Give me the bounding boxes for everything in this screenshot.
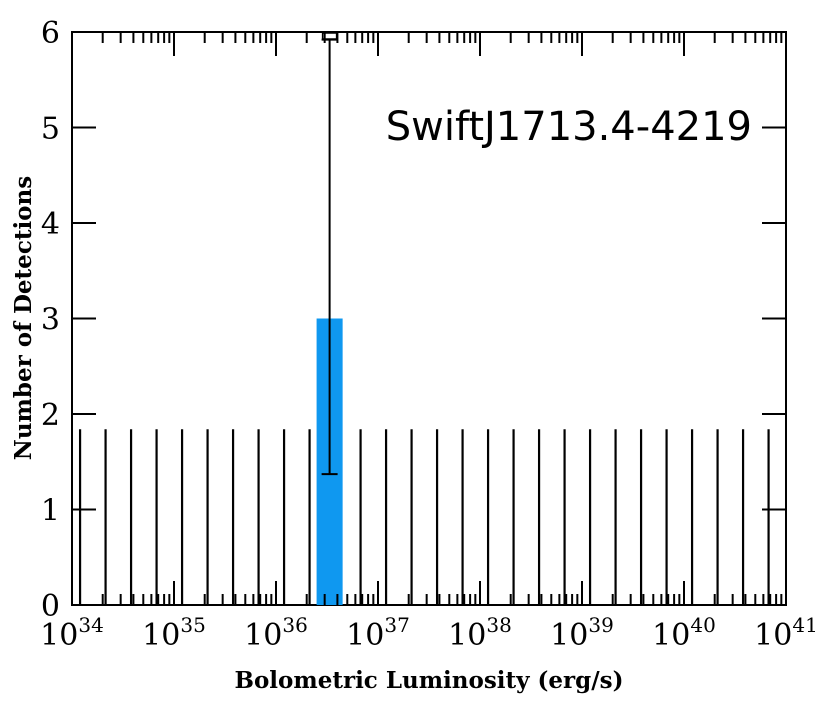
x-tick-label-exponent: 35 — [180, 613, 205, 637]
y-tick-label: 4 — [41, 207, 60, 242]
x-tick-label-base: 10 — [550, 618, 588, 653]
x-tick-label: 1036 — [244, 613, 308, 653]
x-tick-label-base: 10 — [346, 618, 384, 653]
y-axis-title: Number of Detections — [10, 176, 37, 460]
x-tick-label-base: 10 — [244, 618, 282, 653]
y-tick-label: 3 — [41, 303, 60, 338]
source-name-annotation: SwiftJ1713.4-4219 — [386, 104, 752, 150]
x-tick-label: 1037 — [346, 613, 410, 653]
y-tick-label: 6 — [41, 16, 60, 51]
x-tick-label-exponent: 36 — [282, 613, 307, 637]
x-tick-label: 1035 — [142, 613, 206, 653]
axis-ticks — [71, 31, 787, 606]
x-tick-label: 1034 — [40, 613, 104, 653]
x-tick-label-base: 10 — [142, 618, 180, 653]
x-tick-label-base: 10 — [448, 618, 486, 653]
detection-bars — [316, 32, 343, 605]
x-tick-label-exponent: 37 — [384, 613, 409, 637]
x-tick-label-exponent: 34 — [78, 613, 103, 637]
y-tick-label: 1 — [41, 494, 60, 529]
x-axis-title: Bolometric Luminosity (erg/s) — [235, 667, 624, 694]
upper-limit-lines — [78, 429, 770, 605]
x-tick-label-exponent: 39 — [588, 613, 613, 637]
x-tick-label-base: 10 — [652, 618, 690, 653]
y-tick-label: 5 — [41, 112, 60, 147]
x-tick-label-exponent: 40 — [690, 613, 715, 637]
x-tick-label: 1038 — [448, 613, 512, 653]
x-tick-label-exponent: 41 — [792, 613, 817, 637]
x-tick-label: 1040 — [652, 613, 716, 653]
x-tick-label-exponent: 38 — [486, 613, 511, 637]
x-tick-label-base: 10 — [754, 618, 792, 653]
y-tick-label: 0 — [41, 589, 60, 624]
x-tick-label: 1041 — [754, 613, 818, 653]
x-tick-label-base: 10 — [40, 618, 78, 653]
x-tick-label: 1039 — [550, 613, 614, 653]
y-tick-label: 2 — [41, 398, 60, 433]
